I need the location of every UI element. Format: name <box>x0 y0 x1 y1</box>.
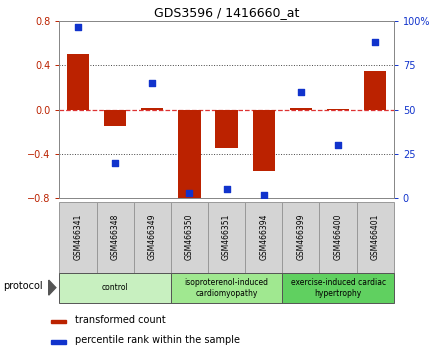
Bar <box>208 202 245 273</box>
Text: protocol: protocol <box>3 281 43 291</box>
Bar <box>67 55 89 110</box>
Bar <box>282 202 319 273</box>
Bar <box>178 110 201 200</box>
Bar <box>171 202 208 273</box>
Bar <box>51 320 66 323</box>
Text: GSM466394: GSM466394 <box>259 214 268 261</box>
Text: GSM466349: GSM466349 <box>148 214 157 261</box>
Bar <box>171 273 282 303</box>
Title: GDS3596 / 1416660_at: GDS3596 / 1416660_at <box>154 6 299 19</box>
Text: isoproterenol-induced
cardiomyopathy: isoproterenol-induced cardiomyopathy <box>185 278 268 298</box>
Bar <box>51 340 66 343</box>
Bar <box>59 202 96 273</box>
Text: GSM466341: GSM466341 <box>73 214 82 261</box>
Point <box>223 187 230 192</box>
Bar <box>104 110 126 126</box>
Bar <box>245 202 282 273</box>
Point <box>112 160 119 166</box>
Bar <box>96 202 134 273</box>
Text: GSM466350: GSM466350 <box>185 214 194 261</box>
Text: GSM466401: GSM466401 <box>371 214 380 261</box>
Point <box>74 24 81 29</box>
Point <box>186 190 193 196</box>
Text: percentile rank within the sample: percentile rank within the sample <box>75 335 240 346</box>
Bar <box>216 110 238 148</box>
Text: exercise-induced cardiac
hypertrophy: exercise-induced cardiac hypertrophy <box>290 278 385 298</box>
Text: GSM466399: GSM466399 <box>297 214 305 261</box>
Text: GSM466351: GSM466351 <box>222 214 231 261</box>
Bar <box>134 202 171 273</box>
Bar <box>357 202 394 273</box>
Bar <box>364 71 386 110</box>
FancyArrow shape <box>49 280 56 295</box>
Bar <box>282 273 394 303</box>
Point <box>372 40 379 45</box>
Point <box>149 80 156 86</box>
Bar <box>141 108 163 110</box>
Text: GSM466400: GSM466400 <box>334 214 343 261</box>
Bar <box>253 110 275 171</box>
Point <box>297 89 304 95</box>
Bar <box>290 108 312 110</box>
Text: control: control <box>102 283 128 292</box>
Text: transformed count: transformed count <box>75 315 165 325</box>
Point <box>260 192 267 198</box>
Point <box>334 142 341 148</box>
Bar <box>59 273 171 303</box>
Text: GSM466348: GSM466348 <box>110 214 120 261</box>
Bar <box>319 202 357 273</box>
Bar <box>327 109 349 110</box>
